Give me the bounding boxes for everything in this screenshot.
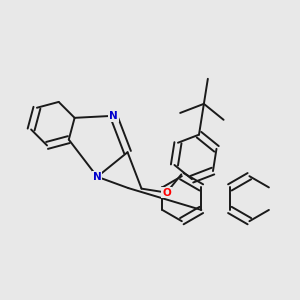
Text: N: N: [109, 111, 118, 121]
Text: O: O: [162, 188, 171, 198]
Text: N: N: [93, 172, 102, 182]
